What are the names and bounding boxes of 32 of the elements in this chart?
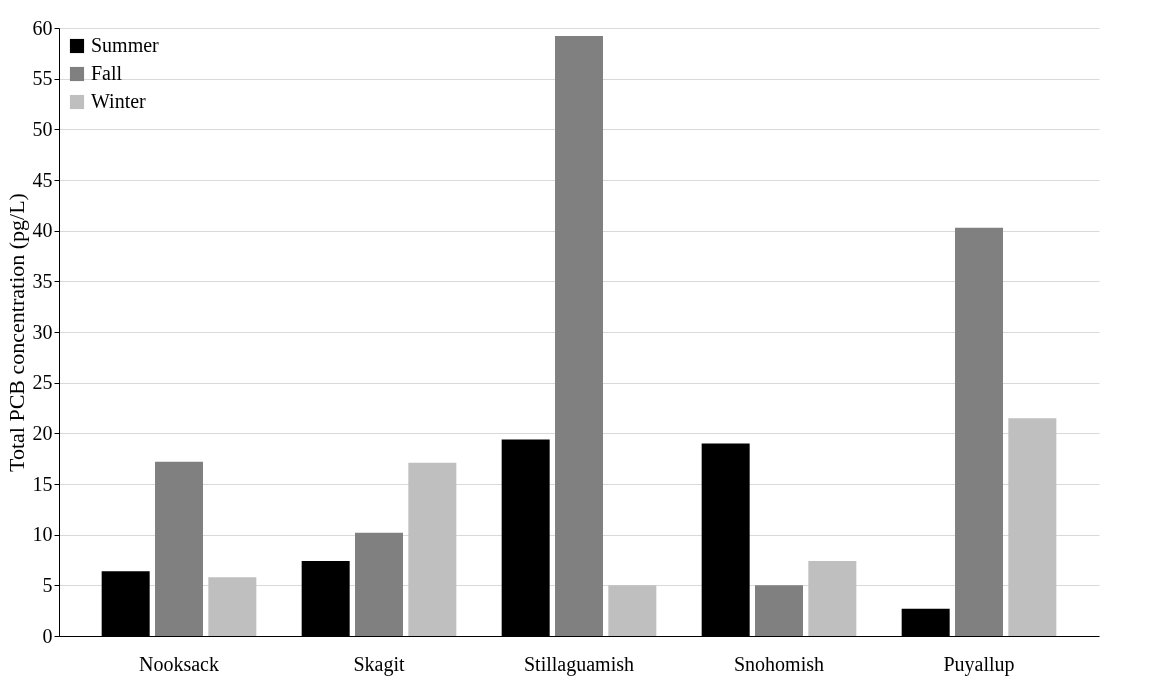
bar <box>555 36 603 636</box>
y-tick-label: 50 <box>32 117 53 140</box>
x-tick-label: Puyallup <box>943 652 1015 676</box>
legend-label: Summer <box>91 34 160 56</box>
bar <box>755 585 803 636</box>
y-tick-label: 30 <box>32 320 53 343</box>
bar <box>155 461 203 636</box>
bar <box>808 561 857 636</box>
bar <box>355 532 403 636</box>
y-tick-label: 35 <box>32 269 53 292</box>
y-axis-title: Total PCB concentration (pg/L) <box>3 193 29 472</box>
y-tick-label: 40 <box>32 219 53 242</box>
y-tick-label: 5 <box>42 573 53 596</box>
x-tick-label: Nooksack <box>139 652 219 675</box>
bar <box>608 585 657 636</box>
y-tick-label: 55 <box>32 67 53 90</box>
bar <box>408 462 457 636</box>
legend-label: Fall <box>91 62 123 84</box>
y-tick-label: 0 <box>42 624 53 647</box>
bar <box>208 577 257 636</box>
x-tick-label: Snohomish <box>733 652 825 675</box>
y-tick-label: 60 <box>32 16 53 39</box>
y-tick-label: 20 <box>32 421 53 444</box>
y-tick-label: 25 <box>32 371 53 394</box>
bar <box>955 227 1003 636</box>
x-tick-label: Skagit <box>353 652 405 676</box>
x-tick-label: Stillaguamish <box>524 652 634 676</box>
y-tick-label: 15 <box>32 472 53 495</box>
y-tick-label: 10 <box>32 523 53 546</box>
bar <box>1008 418 1057 636</box>
y-tick-label: 45 <box>32 168 53 191</box>
legend-label: Winter <box>91 90 147 112</box>
